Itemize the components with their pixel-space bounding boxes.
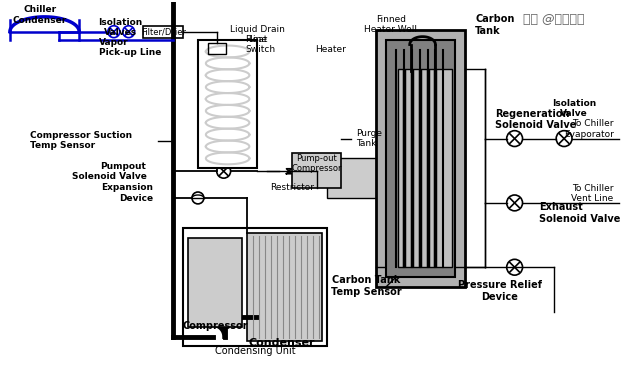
Text: Purge
Tank: Purge Tank (356, 129, 382, 148)
Text: Heater: Heater (316, 45, 346, 54)
Text: Carbon
Tank: Carbon Tank (475, 14, 515, 36)
Bar (376, 30, 465, 287)
Bar (292, 153, 341, 188)
Text: To Chiller
Evaporator: To Chiller Evaporator (564, 119, 614, 139)
Text: Restrictor: Restrictor (270, 183, 314, 192)
Text: Filter/Drier: Filter/Drier (141, 27, 186, 36)
Text: Compressor Suction
Temp Sensor: Compressor Suction Temp Sensor (29, 131, 132, 150)
Text: Regeneration
Solenoid Valve: Regeneration Solenoid Valve (495, 109, 576, 130)
Text: 头条 @暖通商社: 头条 @暖通商社 (524, 13, 585, 26)
Text: Exhaust
Solenoid Valve: Exhaust Solenoid Valve (540, 202, 621, 223)
Bar (386, 40, 455, 277)
Text: Pumpout
Solenoid Valve: Pumpout Solenoid Valve (72, 161, 147, 181)
Text: Carbon Tank
Temp Sensor: Carbon Tank Temp Sensor (331, 275, 401, 297)
Bar (183, 228, 326, 346)
Text: Finned
Heater Well: Finned Heater Well (364, 15, 417, 34)
Text: Pressure Relief
Device: Pressure Relief Device (458, 280, 542, 302)
Text: Float
Switch: Float Switch (245, 35, 276, 54)
Text: Expansion
Device: Expansion Device (101, 183, 154, 203)
Text: Isolation
Valve: Isolation Valve (552, 99, 596, 118)
Bar (188, 237, 243, 327)
Text: Isolation
Valves: Isolation Valves (99, 18, 143, 37)
Text: Condensing Unit: Condensing Unit (215, 346, 296, 356)
Bar (208, 43, 226, 54)
Bar (398, 69, 452, 267)
Bar (248, 232, 322, 341)
Text: Pump-out
Compressor: Pump-out Compressor (291, 154, 342, 173)
Text: Condenser: Condenser (249, 338, 316, 348)
Circle shape (192, 192, 204, 204)
Bar (326, 158, 381, 198)
Text: Compressor: Compressor (182, 320, 248, 331)
Text: Chiller
Condenser: Chiller Condenser (12, 5, 67, 24)
Text: Liquid Drain
Line: Liquid Drain Line (230, 25, 285, 44)
Text: To Chiller
Vent Line: To Chiller Vent Line (572, 184, 614, 203)
Bar (143, 26, 183, 38)
Text: Vapor
Pick-up Line: Vapor Pick-up Line (99, 38, 161, 57)
Bar (198, 40, 257, 168)
